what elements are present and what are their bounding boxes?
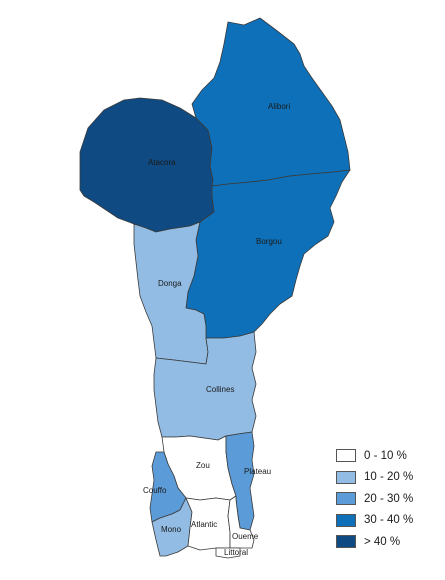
legend-swatch bbox=[336, 470, 356, 484]
region-littoral[interactable] bbox=[215, 547, 241, 559]
legend-item: 30 - 40 % bbox=[336, 510, 436, 532]
legend-swatch bbox=[336, 535, 356, 549]
label-donga: Donga bbox=[158, 279, 182, 288]
label-atlantic: Atlantic bbox=[191, 520, 217, 529]
region-donga[interactable] bbox=[133, 221, 209, 365]
legend-swatch bbox=[336, 513, 356, 527]
region-atacora[interactable] bbox=[79, 97, 215, 233]
legend-item: 10 - 20 % bbox=[336, 467, 436, 489]
legend-label: 0 - 10 % bbox=[364, 449, 407, 462]
region-oueme[interactable] bbox=[227, 495, 255, 549]
label-zou: Zou bbox=[196, 461, 210, 470]
legend-swatch bbox=[336, 449, 356, 463]
label-atacora: Atacora bbox=[148, 158, 176, 167]
legend-item: 20 - 30 % bbox=[336, 488, 436, 510]
legend-swatch bbox=[336, 492, 356, 506]
label-oueme: Oueme bbox=[232, 532, 259, 541]
label-collines: Collines bbox=[206, 385, 234, 394]
label-mono: Mono bbox=[161, 525, 182, 534]
legend-item: > 40 % bbox=[336, 531, 436, 553]
region-collines[interactable] bbox=[153, 331, 257, 441]
map-legend: 0 - 10 % 10 - 20 % 20 - 30 % 30 - 40 % > 40 … bbox=[336, 445, 436, 553]
legend-label: 30 - 40 % bbox=[364, 514, 414, 527]
region-plateau[interactable] bbox=[225, 431, 255, 531]
legend-label: 20 - 30 % bbox=[364, 492, 414, 505]
label-alibori: Alibori bbox=[268, 102, 290, 111]
label-littoral: Littoral bbox=[224, 548, 248, 557]
label-plateau: Plateau bbox=[244, 467, 271, 476]
label-couffo: Couffo bbox=[143, 486, 167, 495]
legend-label: 10 - 20 % bbox=[364, 471, 414, 484]
label-borgou: Borgou bbox=[256, 237, 282, 246]
legend-label: > 40 % bbox=[364, 535, 401, 548]
legend-item: 0 - 10 % bbox=[336, 445, 436, 467]
